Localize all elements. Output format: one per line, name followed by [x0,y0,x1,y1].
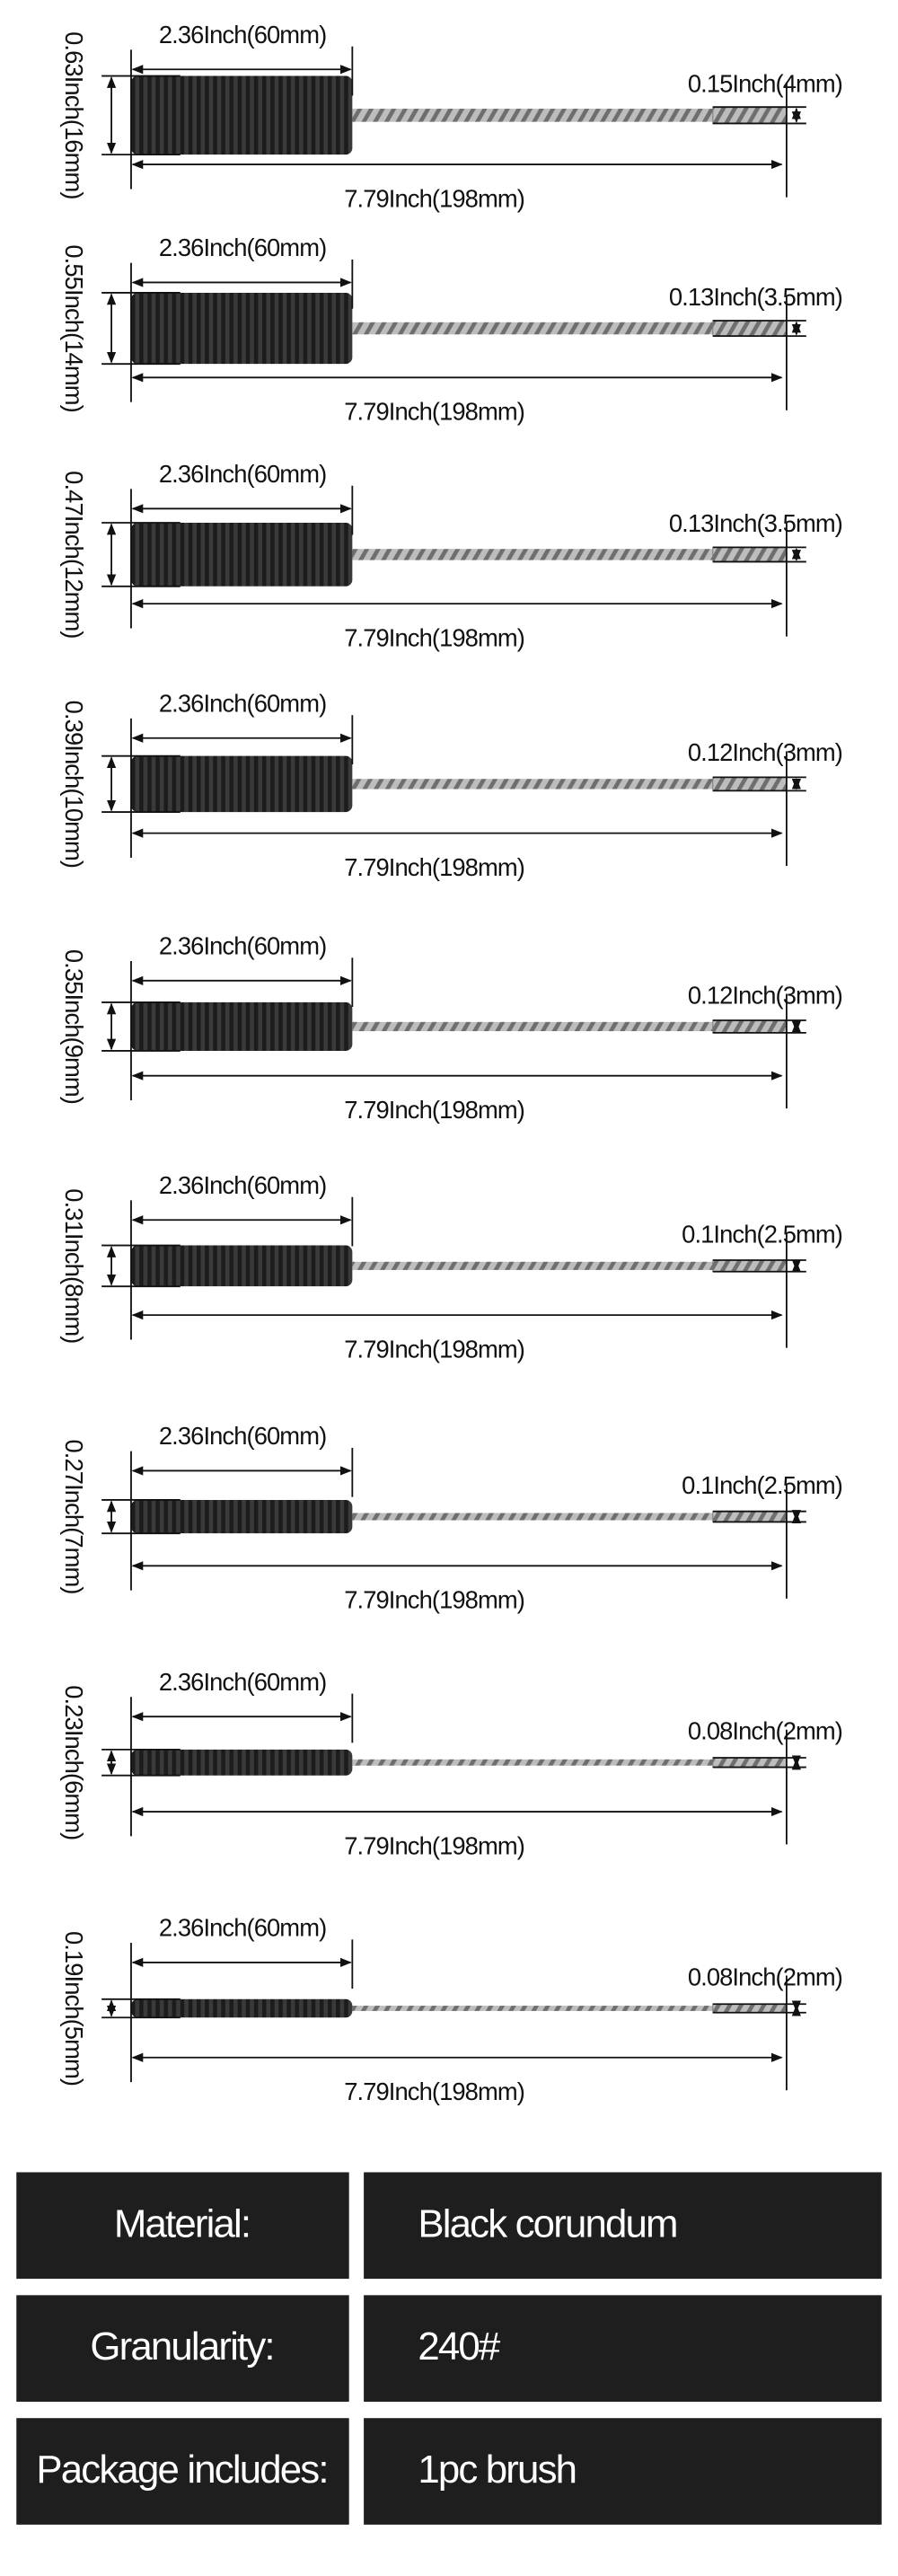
brush-bristles [130,1998,353,2018]
brush-diagram: 2.36Inch(60mm) 7.79Inch(198mm) 0.08Inch(2m… [60,1914,843,2105]
tip-label: 0.13Inch(3.5mm) [669,509,842,537]
brush-tip [712,320,788,337]
brush-bristles [130,1749,353,1776]
brush-tip [712,1511,788,1522]
diameter-label: 0.35Inch(9mm) [60,949,88,1104]
body-length-label: 2.36Inch(60mm) [159,1668,326,1696]
diameter-label: 0.27Inch(7mm) [60,1439,88,1593]
brush-wire [352,109,787,122]
tip-label: 0.08Inch(2mm) [688,1717,842,1745]
brush-bristles [130,522,353,587]
brush-wire [352,779,787,790]
brush-diagram: 2.36Inch(60mm) 7.79Inch(198mm) 0.12Inch(3m… [60,690,843,881]
brush-wire [352,322,787,335]
body-length-label: 2.36Inch(60mm) [159,932,326,960]
diameter-label: 0.63Inch(16mm) [60,31,88,198]
brush-diagram: 2.36Inch(60mm) 7.79Inch(198mm) 0.1Inch(2.5… [60,1422,843,1614]
brush-bristles [130,292,353,365]
table-cell [16,2295,349,2402]
table-cell [16,2172,349,2280]
table-cell [364,2418,882,2525]
tip-label: 0.1Inch(2.5mm) [682,1471,842,1499]
body-length-label: 2.36Inch(60mm) [159,690,326,718]
tip-label: 0.12Inch(3mm) [688,981,842,1009]
table-cell [364,2295,882,2402]
diameter-label: 0.19Inch(5mm) [60,1931,88,2086]
table-label: Granularity: [90,2325,273,2369]
brush-diagram: 2.36Inch(60mm) 7.79Inch(198mm) 0.08Inch(2m… [60,1668,843,1859]
total-length-label: 7.79Inch(198mm) [344,853,524,881]
tip-label: 0.1Inch(2.5mm) [682,1221,842,1248]
brush-tip [712,1019,788,1034]
tip-label: 0.13Inch(3.5mm) [669,283,842,311]
total-length-label: 7.79Inch(198mm) [344,1335,524,1363]
brush-tip [712,2003,788,2014]
total-length-label: 7.79Inch(198mm) [344,624,524,652]
body-length-label: 2.36Inch(60mm) [159,21,326,49]
total-length-label: 7.79Inch(198mm) [344,184,524,212]
brush-diagram: 2.36Inch(60mm) 7.79Inch(198mm) 0.1Inch(2.5… [60,1171,843,1363]
total-length-label: 7.79Inch(198mm) [344,398,524,426]
body-length-label: 2.36Inch(60mm) [159,1422,326,1450]
diameter-label: 0.47Inch(12mm) [60,471,88,638]
brush-bristles [130,75,353,155]
brush-bristles [130,755,353,813]
brush-wire [352,1021,787,1032]
table-value: 1pc brush [418,2448,576,2492]
brush-tip [712,1259,788,1273]
brush-tip [712,546,788,562]
brush-tip [712,106,788,124]
total-length-label: 7.79Inch(198mm) [344,1831,524,1859]
brush-bristles [130,1245,353,1287]
table-value: Black corundum [418,2201,676,2245]
brush-wire [352,1759,787,1766]
brush-wire [352,1261,787,1270]
total-length-label: 7.79Inch(198mm) [344,2078,524,2105]
brush-wire [352,549,787,560]
body-length-label: 2.36Inch(60mm) [159,234,326,261]
brush-bristles [130,1001,353,1051]
brush-diagram: 2.36Inch(60mm) 7.79Inch(198mm) 0.15Inch(4m… [60,21,843,212]
tip-label: 0.15Inch(4mm) [688,70,842,98]
body-length-label: 2.36Inch(60mm) [159,460,326,488]
tip-label: 0.08Inch(2mm) [688,1963,842,1990]
brush-wire [352,2006,787,2011]
brush-diagram: 2.36Inch(60mm) 7.79Inch(198mm) 0.13Inch(3.… [60,460,843,652]
diameter-label: 0.39Inch(10mm) [60,701,88,868]
body-length-label: 2.36Inch(60mm) [159,1171,326,1199]
brush-diagram: 2.36Inch(60mm) 7.79Inch(198mm) 0.12Inch(3m… [60,932,843,1124]
body-length-label: 2.36Inch(60mm) [159,1914,326,1942]
total-length-label: 7.79Inch(198mm) [344,1096,524,1124]
table-label: Material: [114,2201,250,2245]
table-value: 240# [418,2325,501,2369]
brush-tip [712,1757,788,1769]
brush-diagram: 2.36Inch(60mm) 7.79Inch(198mm) 0.13Inch(3.… [60,234,843,426]
table-cell [364,2172,882,2280]
table-label: Package includes: [36,2448,327,2492]
brush-bristles [130,1499,353,1534]
diameter-label: 0.23Inch(6mm) [60,1685,88,1839]
tip-label: 0.12Inch(3mm) [688,738,842,766]
brush-wire [352,1513,787,1521]
brush-tip [712,776,788,791]
table-cell [16,2418,349,2525]
total-length-label: 7.79Inch(198mm) [344,1586,524,1614]
diameter-label: 0.31Inch(8mm) [60,1188,88,1343]
diameter-label: 0.55Inch(14mm) [60,244,88,411]
